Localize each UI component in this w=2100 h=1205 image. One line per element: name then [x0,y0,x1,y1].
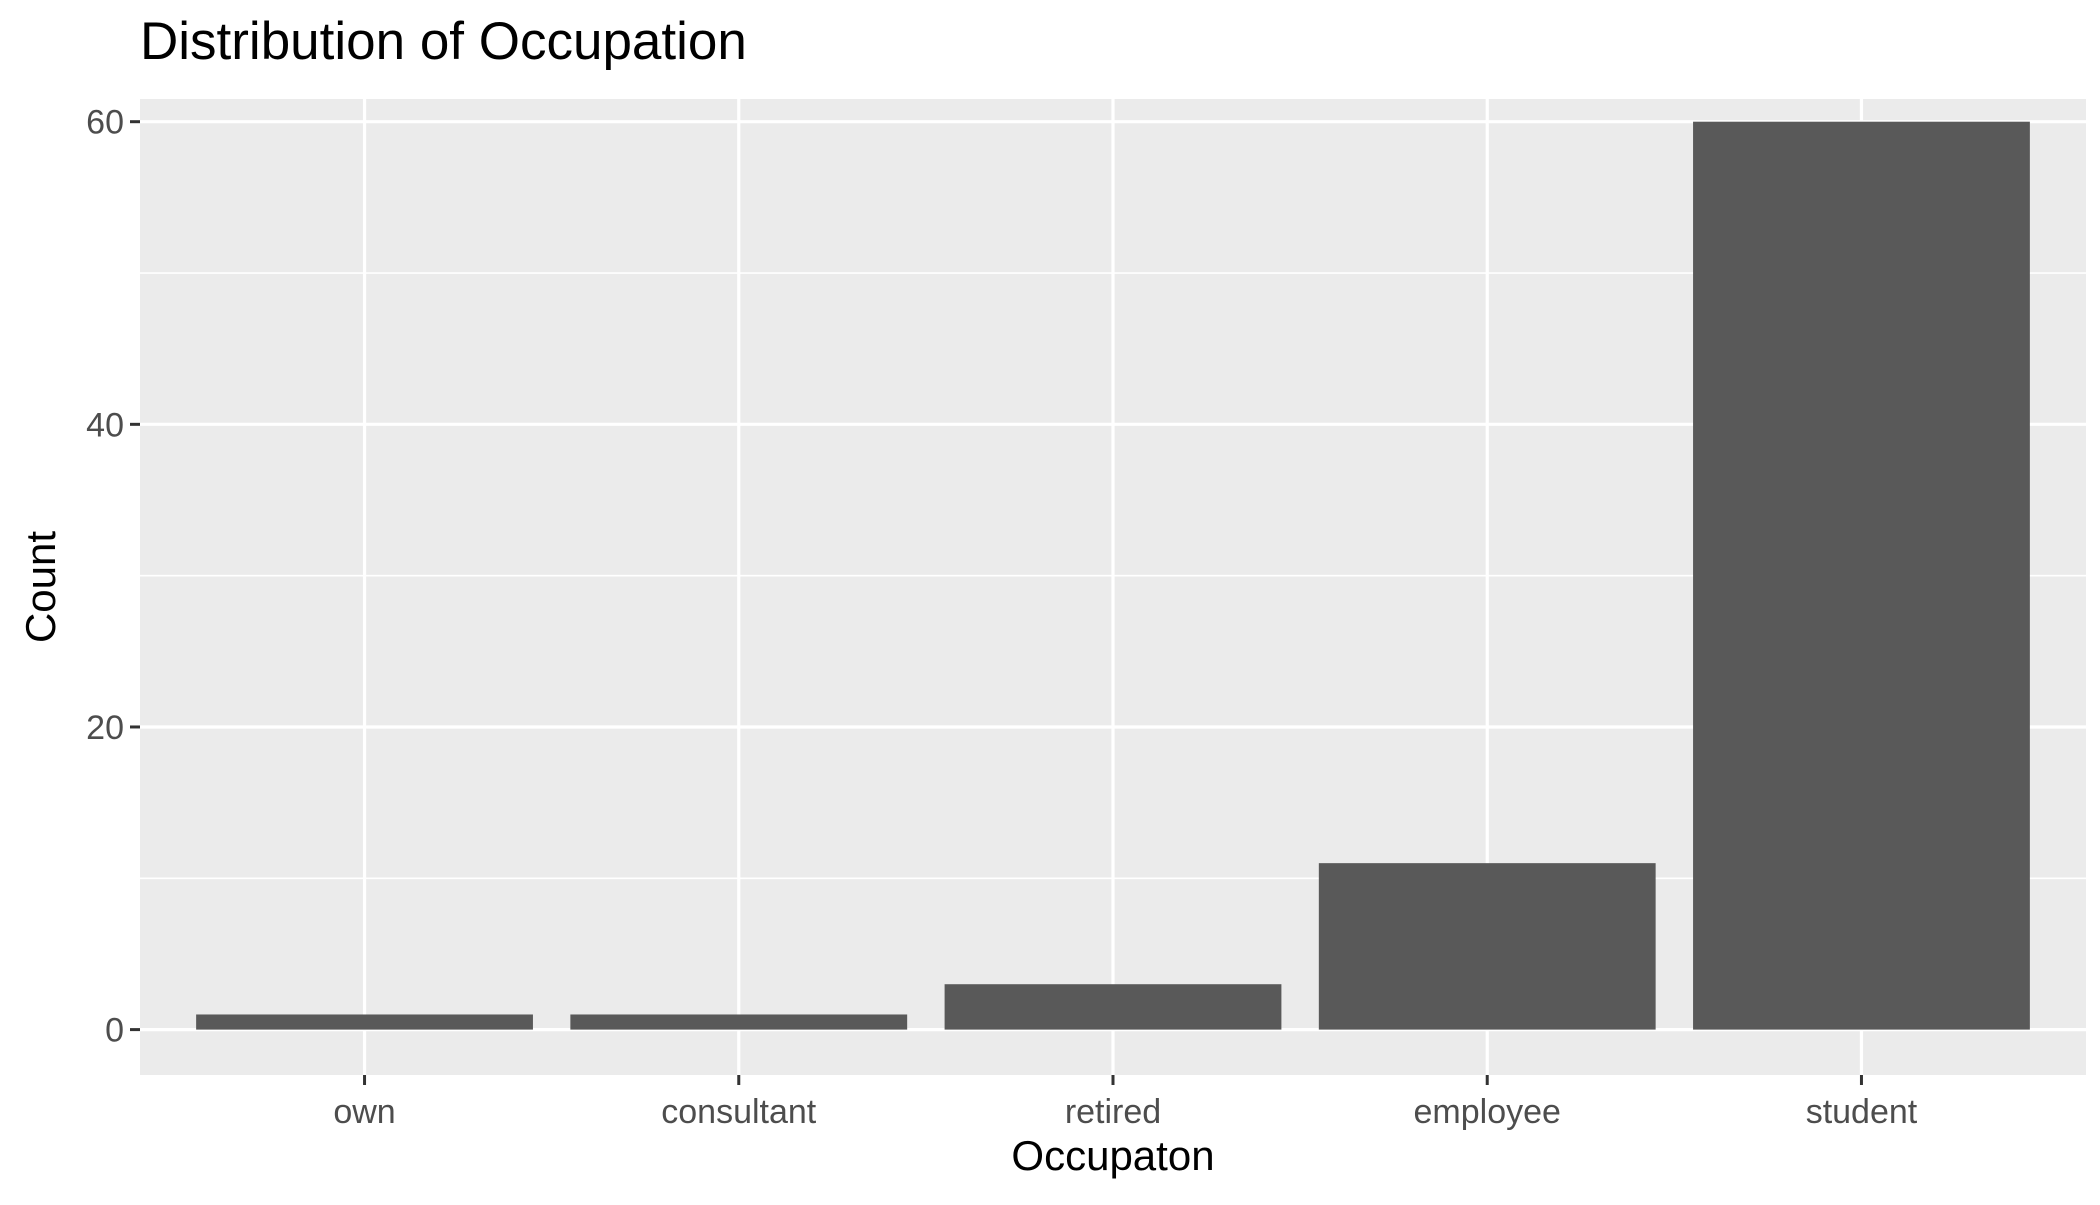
bars [196,121,2030,1030]
bar-retired [944,984,1282,1030]
x-tick-label: employee [1414,1093,1561,1131]
x-tick-label: student [1806,1093,1918,1131]
bar-employee [1318,863,1656,1030]
x-axis-ticks: own consultant retired employee student [333,1075,1918,1131]
bar-consultant [570,1014,908,1030]
y-axis-title: Count [17,531,64,643]
x-tick-label: own [333,1093,395,1131]
x-tick-label: consultant [661,1093,817,1131]
bar-student [1693,121,2030,1030]
bar-own [196,1014,533,1030]
x-axis-title: Occupaton [1011,1132,1214,1179]
y-tick-label: 40 [86,406,124,444]
x-tick-label: retired [1065,1093,1161,1131]
y-tick-label: 60 [86,104,124,142]
chart-title: Distribution of Occupation [140,12,747,71]
y-tick-label: 20 [86,709,124,747]
y-axis-ticks: 0 20 40 60 [86,104,140,1050]
y-tick-label: 0 [105,1012,124,1050]
